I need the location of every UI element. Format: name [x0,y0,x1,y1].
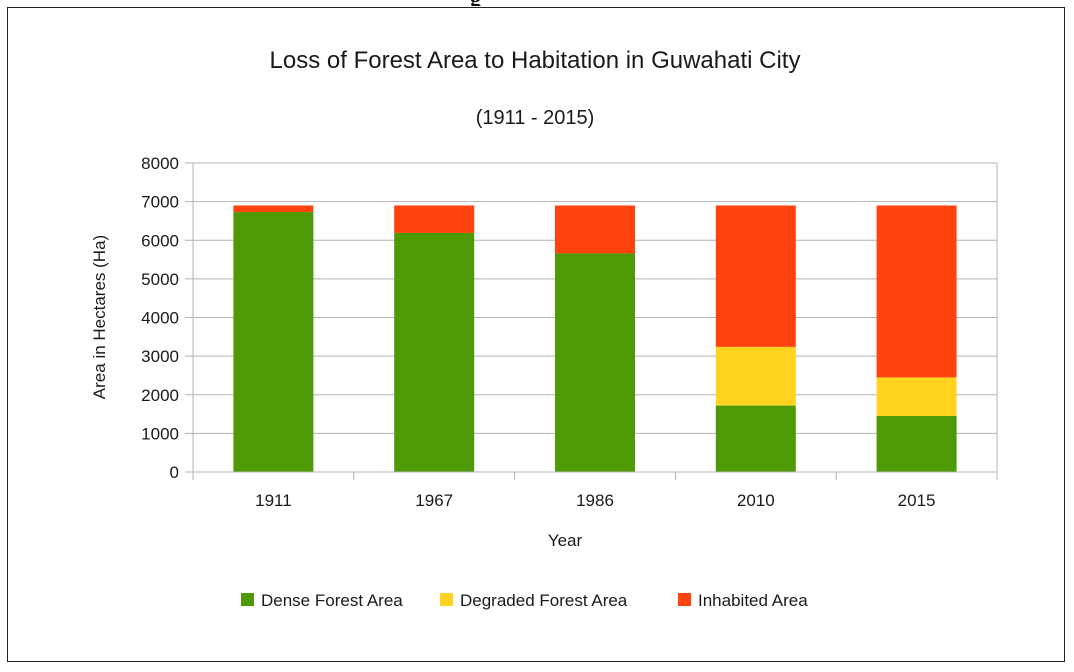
legend-swatch [678,593,691,606]
y-tick-label: 5000 [141,270,179,289]
plot-area-border [192,162,998,473]
legend: Dense Forest Area Degraded Forest Area Inh… [241,591,808,610]
bar-segment-dense-forest-area [715,405,796,472]
bar-segment-inhabited-area [394,205,475,233]
y-tick-label: 0 [170,463,179,482]
y-axis-label: Area in Hectares (Ha) [90,235,109,399]
y-tick-label: 6000 [141,231,179,250]
bar-segment-degraded-forest-area [876,377,957,416]
legend-swatch [440,593,453,606]
bar-segment-inhabited-area [876,205,957,378]
y-tick-labels: 0 1000 2000 3000 4000 5000 6000 7000 8000 [141,154,179,482]
y-tick-label: 2000 [141,386,179,405]
y-tick-label: 3000 [141,347,179,366]
x-tick-label: 1967 [415,491,453,510]
x-tick-label: 2010 [737,491,775,510]
legend-label: Inhabited Area [698,591,808,610]
bar-segment-dense-forest-area [394,232,475,472]
bar-segment-dense-forest-area [555,253,635,472]
legend-label: Dense Forest Area [261,591,403,610]
x-tick-label: 1986 [576,491,614,510]
axes [185,162,998,480]
bars [233,205,957,472]
legend-swatch [241,593,254,606]
x-tick-label: 2015 [898,491,936,510]
y-tick-label: 8000 [141,154,179,173]
clipped-heading-fragment: g [470,0,600,6]
y-tick-label: 7000 [141,193,179,212]
chart-subtitle: (1911 - 2015) [476,107,595,129]
legend-label: Degraded Forest Area [460,591,628,610]
bar-segment-inhabited-area [233,205,314,213]
bar-segment-dense-forest-area [233,212,314,472]
chart-title: Loss of Forest Area to Habitation in Guw… [270,47,801,74]
bar-segment-inhabited-area [715,205,796,347]
bar-segment-dense-forest-area [876,415,957,472]
x-axis-label: Year [548,531,583,550]
bar-segment-inhabited-area [555,205,635,254]
x-tick-label: 1911 [255,491,292,510]
bar-segment-degraded-forest-area [715,346,796,406]
x-tick-labels: 1911 1967 1986 2010 2015 [255,491,935,510]
y-tick-label: 4000 [141,309,179,328]
y-tick-label: 1000 [141,424,179,443]
